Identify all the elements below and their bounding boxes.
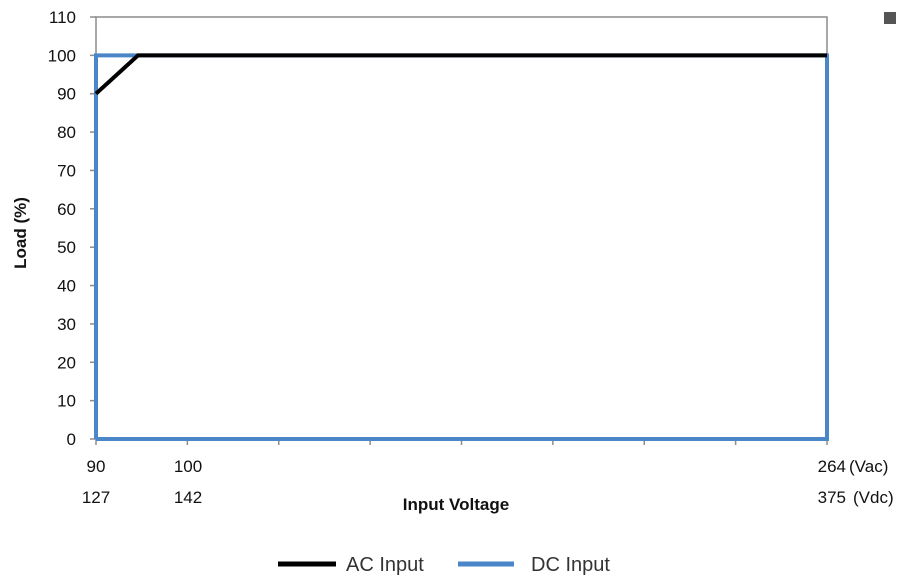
y-tick-label-50: 50 — [57, 238, 76, 257]
y-tick-label-90: 90 — [57, 85, 76, 104]
y-tick-label-40: 40 — [57, 277, 76, 296]
y-axis-ticks: 0 10 20 30 40 50 60 70 80 90 100 110 — [48, 8, 96, 449]
y-tick-label-110: 110 — [49, 8, 76, 27]
y-tick-label-30: 30 — [57, 315, 76, 334]
x-tick-label-ac-2: 264 — [818, 457, 846, 476]
series-line-dc-input — [94, 53, 829, 441]
x-tick-label-dc-1: 142 — [174, 488, 202, 507]
x-unit-label-ac: (Vac) — [849, 457, 888, 476]
y-axis-title: Load (%) — [11, 197, 30, 269]
series-line-ac-input — [94, 53, 827, 96]
x-unit-label-dc: (Vdc) — [853, 488, 894, 507]
x-tick-label-dc-2: 375 — [818, 488, 846, 507]
y-tick-label-0: 0 — [67, 430, 76, 449]
x-tick-label-ac-0: 90 — [87, 457, 106, 476]
y-tick-label-10: 10 — [57, 392, 76, 411]
y-tick-label-20: 20 — [57, 353, 76, 372]
x-tick-label-dc-0: 127 — [82, 488, 110, 507]
legend-label-ac: AC Input — [346, 554, 424, 576]
x-tick-label-ac-1: 100 — [174, 457, 202, 476]
y-tick-label-60: 60 — [57, 200, 76, 219]
legend: AC Input DC Input — [278, 554, 610, 576]
y-tick-label-70: 70 — [57, 161, 76, 180]
series-layer — [94, 53, 829, 441]
x-axis-title: Input Voltage — [403, 495, 509, 514]
plot-area-frame — [95, 16, 828, 440]
small-square-icon — [884, 12, 896, 24]
legend-label-dc: DC Input — [531, 554, 610, 576]
y-tick-label-100: 100 — [48, 46, 76, 65]
y-tick-label-80: 80 — [57, 123, 76, 142]
